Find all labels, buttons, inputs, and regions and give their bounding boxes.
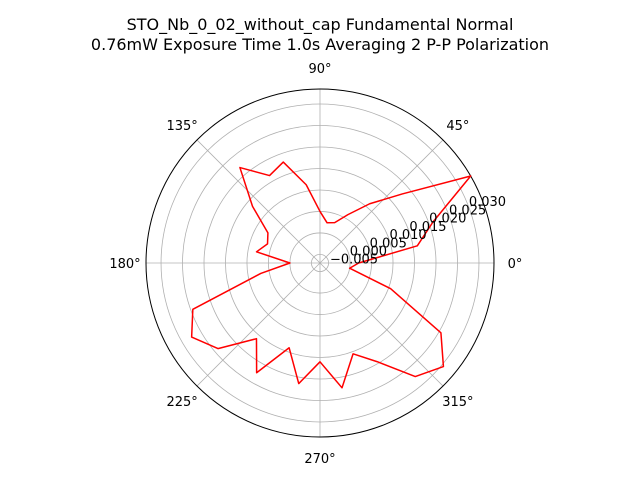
- angle-tick-label: 45°: [446, 119, 469, 134]
- chart-title-line-2: 0.76mW Exposure Time 1.0s Averaging 2 P-…: [91, 35, 549, 54]
- radial-tick-label: 0.030: [469, 195, 506, 210]
- angle-tick-labels: 0° 45° 90° 135° 180° 225° 270° 315°: [109, 62, 522, 467]
- radial-gridline-6: [182, 125, 458, 401]
- radial-gridline-3: [246, 189, 394, 337]
- polar-frame: [145, 88, 495, 438]
- radial-tick-label: 0.000: [350, 244, 387, 259]
- radial-tick-label: −0.005: [330, 253, 378, 268]
- radial-tick-label: 0.020: [429, 212, 466, 227]
- radial-gridline-7: [160, 103, 480, 423]
- angle-tick-label: 0°: [508, 257, 523, 272]
- angle-gridline-3: [196, 139, 321, 264]
- radial-gridline-0: [311, 254, 329, 272]
- angle-tick-label: 270°: [304, 452, 335, 467]
- angle-gridline-1: [319, 139, 444, 264]
- radial-tick-label: 0.025: [449, 203, 486, 218]
- angle-tick-label: 90°: [308, 62, 331, 77]
- angle-tick-label: 180°: [109, 257, 140, 272]
- series-layer: [190, 161, 472, 389]
- angle-gridline-7: [319, 262, 444, 387]
- angle-gridline-5: [196, 262, 321, 387]
- radial-tick-label: 0.005: [370, 236, 407, 251]
- radial-gridline-5: [203, 146, 437, 380]
- angle-tick-label: 135°: [166, 119, 197, 134]
- radial-tick-label: 0.010: [389, 228, 426, 243]
- radial-tick-labels: −0.0050.0000.0050.0100.0150.0200.0250.03…: [330, 195, 506, 268]
- chart-title-line-1: STO_Nb_0_02_without_cap Fundamental Norm…: [127, 15, 514, 35]
- radial-gridline-4: [225, 168, 415, 358]
- series-line-0: [190, 161, 472, 389]
- polar-grid: [145, 88, 495, 438]
- angle-tick-label: 225°: [166, 395, 197, 410]
- angle-tick-label: 315°: [442, 395, 473, 410]
- radial-tick-label: 0.015: [409, 220, 446, 235]
